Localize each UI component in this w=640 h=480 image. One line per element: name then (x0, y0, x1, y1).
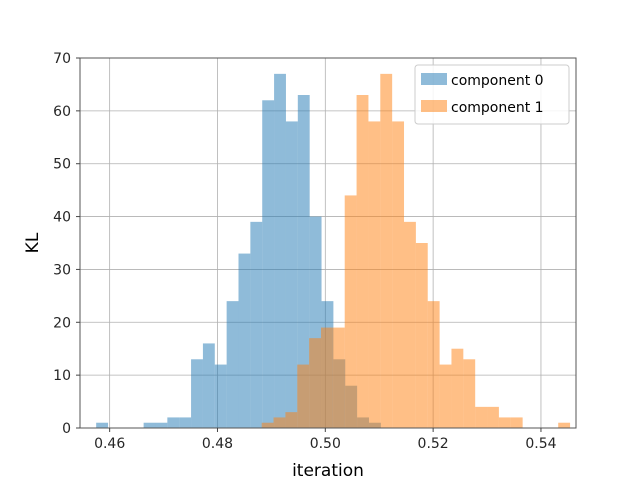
histogram-bar-series-1 (261, 422, 274, 428)
histogram-bar-series-1 (332, 327, 345, 428)
y-tick-label: 60 (53, 104, 71, 120)
x-tick-label: 0.46 (94, 436, 125, 452)
legend-box (414, 64, 570, 125)
histogram-bar-series-0 (202, 343, 215, 428)
x-tick-label: 0.52 (418, 436, 449, 452)
histogram-bar-series-0 (155, 422, 168, 428)
axis-ticks: 0.46 0.48 0.50 0.52 0.54 0 10 20 30 40 50 60 70 (53, 51, 556, 452)
histogram-bar-series-1 (463, 359, 476, 428)
histogram-bar-series-1 (368, 121, 381, 428)
histogram-bar-series-1 (309, 338, 321, 428)
histogram-bar-series-0 (238, 253, 251, 428)
histogram-bar-series-0 (96, 422, 109, 428)
x-tick-label: 0.54 (525, 436, 556, 452)
histogram-bar-series-1 (439, 364, 452, 428)
legend-label: component 0 (451, 73, 544, 89)
histogram-bar-series-1 (344, 195, 357, 428)
y-axis-label: KL (23, 232, 43, 253)
histogram-bar-series-1 (404, 221, 416, 428)
plot-frame (79, 57, 577, 429)
y-tick-label: 40 (53, 210, 71, 226)
histogram-bar-series-0 (262, 100, 275, 429)
histogram-bars (96, 73, 571, 429)
y-tick-label: 70 (53, 51, 71, 67)
histogram-bar-series-1 (487, 406, 499, 428)
histogram-bar-series-1 (510, 417, 523, 428)
histogram-bar-series-1 (475, 406, 488, 428)
x-tick-label: 0.50 (310, 436, 341, 452)
histogram-bar-series-0 (274, 73, 286, 428)
histogram-bar-series-1 (451, 348, 464, 428)
legend-swatch (421, 73, 447, 85)
histogram-bar-series-0 (214, 364, 227, 428)
histogram-bar-series-0 (226, 301, 239, 428)
histogram-bar-series-0 (250, 221, 263, 428)
histogram-bar-series-0 (143, 422, 156, 428)
histogram-bar-series-1 (380, 73, 393, 428)
legend: component 0 component 1 (414, 64, 570, 125)
y-tick-label: 20 (53, 315, 71, 331)
histogram-bar-series-1 (392, 121, 405, 428)
x-axis-label: iteration (292, 461, 364, 480)
histogram-bar-series-1 (297, 364, 310, 428)
x-tick-label: 0.48 (202, 436, 233, 452)
histogram-bar-series-1 (273, 417, 286, 428)
histogram-bar-series-0 (285, 121, 298, 428)
histogram-bar-series-0 (191, 359, 203, 428)
legend-label: component 1 (451, 100, 544, 116)
histogram-bar-series-1 (320, 327, 333, 428)
histogram-bar-series-1 (558, 422, 571, 428)
y-tick-label: 0 (62, 421, 71, 437)
histogram-bar-series-1 (415, 243, 428, 428)
y-tick-label: 50 (53, 157, 71, 173)
histogram-bar-series-1 (285, 412, 298, 428)
histogram-bar-series-1 (427, 301, 440, 428)
histogram-bar-series-1 (498, 417, 511, 428)
histogram-bar-series-0 (309, 216, 322, 428)
y-tick-label: 10 (53, 368, 71, 384)
legend-swatch (421, 100, 447, 112)
histogram-bar-series-0 (167, 417, 180, 428)
histogram-bar-series-1 (356, 95, 369, 428)
histogram-bar-series-0 (297, 95, 310, 428)
histogram-bar-series-0 (179, 417, 192, 428)
y-tick-label: 30 (53, 262, 71, 278)
